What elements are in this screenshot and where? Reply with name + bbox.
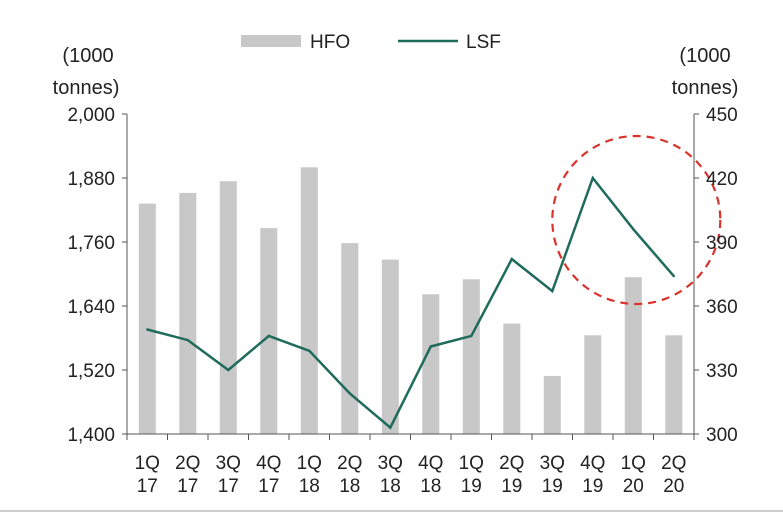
right-unit-line-1: (1000 <box>679 45 730 67</box>
left-tick-label: 1,520 <box>67 361 115 382</box>
left-tick-labels: 1,400 1,520 1,640 1,760 1,880 2,000 <box>67 105 115 446</box>
hfo-bar <box>179 192 197 434</box>
hfo-bar <box>503 323 521 434</box>
x-tick-label-quarter: 2Q <box>661 453 686 474</box>
x-tick-label-quarter: 4Q <box>418 453 443 474</box>
lsf-point <box>146 328 149 331</box>
x-tick-label-quarter: 4Q <box>580 453 605 474</box>
lsf-point <box>389 426 392 429</box>
right-axis-unit-label: (1000 tonnes) <box>672 45 739 99</box>
x-tick-label-quarter: 2Q <box>337 453 362 474</box>
left-tick-label: 1,880 <box>67 169 115 190</box>
legend-label-lsf: LSF <box>466 32 501 53</box>
hfo-bar <box>219 181 237 434</box>
x-tick-label-year: 19 <box>582 476 603 497</box>
right-unit-line-2: tonnes) <box>672 77 739 99</box>
left-tick-label: 1,760 <box>67 233 115 254</box>
x-tick-label-quarter: 2Q <box>499 453 524 474</box>
annotation-layer <box>551 134 722 306</box>
lsf-point <box>510 257 513 261</box>
highlight-dashed-circle <box>551 134 722 306</box>
x-tick-label-quarter: 4Q <box>256 453 281 474</box>
lsf-point <box>551 289 554 293</box>
left-unit-line-1: (1000 <box>62 45 113 67</box>
lsf-point <box>186 338 189 342</box>
x-tick-label-year: 19 <box>461 476 482 497</box>
x-tick-label-year: 17 <box>177 476 198 497</box>
legend-label-hfo: HFO <box>310 32 350 53</box>
x-tick-label-quarter: 1Q <box>297 453 322 474</box>
left-tick-label: 1,400 <box>67 425 115 446</box>
lsf-point <box>227 368 230 372</box>
x-tick-labels: 1Q172Q173Q174Q171Q182Q183Q184Q181Q192Q19… <box>135 453 687 497</box>
x-tick-label-quarter: 2Q <box>175 453 200 474</box>
x-tick-label-year: 18 <box>339 476 360 497</box>
axes <box>122 113 699 440</box>
right-tick-label: 330 <box>706 361 738 382</box>
lsf-point <box>591 176 594 180</box>
x-tick-label-quarter: 3Q <box>378 453 403 474</box>
hfo-bar <box>422 294 440 434</box>
lsf-point <box>429 345 432 348</box>
hfo-bar <box>138 203 156 434</box>
left-unit-line-2: tonnes) <box>53 77 120 99</box>
x-tick-label-year: 18 <box>420 476 441 497</box>
x-tick-label-quarter: 1Q <box>135 453 160 474</box>
lsf-line-layer <box>146 175 675 430</box>
x-tick-label-quarter: 1Q <box>621 453 646 474</box>
lsf-point <box>632 228 635 231</box>
lsf-line <box>146 175 675 430</box>
lsf-point <box>308 349 311 352</box>
legend: HFO LSF <box>241 32 501 53</box>
right-tick-label: 300 <box>706 425 738 446</box>
x-tick-label-year: 18 <box>380 476 401 497</box>
x-tick-label-year: 17 <box>137 476 158 497</box>
hfo-bar <box>665 335 683 434</box>
x-tick-label-year: 17 <box>258 476 279 497</box>
right-tick-label: 390 <box>706 233 738 254</box>
hfo-bar <box>543 375 561 434</box>
lsf-point <box>672 274 675 278</box>
hfo-bar <box>381 259 399 434</box>
hfo-bars <box>138 167 683 435</box>
x-tick-label-quarter: 1Q <box>459 453 484 474</box>
x-tick-label-quarter: 3Q <box>216 453 241 474</box>
x-tick-label-year: 18 <box>299 476 320 497</box>
lsf-point <box>470 334 473 338</box>
lsf-point <box>267 334 270 338</box>
right-tick-label: 450 <box>706 105 738 126</box>
x-tick-label-year: 19 <box>501 476 522 497</box>
x-tick-label-quarter: 3Q <box>540 453 565 474</box>
left-axis-unit-label: (1000 tonnes) <box>53 45 120 99</box>
hfo-bar <box>624 277 642 434</box>
x-tick-label-year: 19 <box>542 476 563 497</box>
hfo-bar <box>300 167 318 435</box>
right-tick-labels: 300 330 360 390 420 450 <box>706 105 738 446</box>
left-tick-label: 1,640 <box>67 297 115 318</box>
hfo-bar <box>260 228 278 434</box>
right-tick-label: 360 <box>706 297 738 318</box>
hfo-bar <box>462 279 480 434</box>
x-tick-label-year: 20 <box>623 476 644 497</box>
x-tick-label-year: 17 <box>218 476 239 497</box>
x-tick-label-year: 20 <box>663 476 684 497</box>
hfo-bar <box>584 335 602 434</box>
lsf-point <box>348 392 351 395</box>
right-tick-label: 420 <box>706 169 738 190</box>
legend-swatch-hfo <box>241 35 301 47</box>
hfo-bar <box>341 243 359 434</box>
left-tick-label: 2,000 <box>67 105 115 126</box>
